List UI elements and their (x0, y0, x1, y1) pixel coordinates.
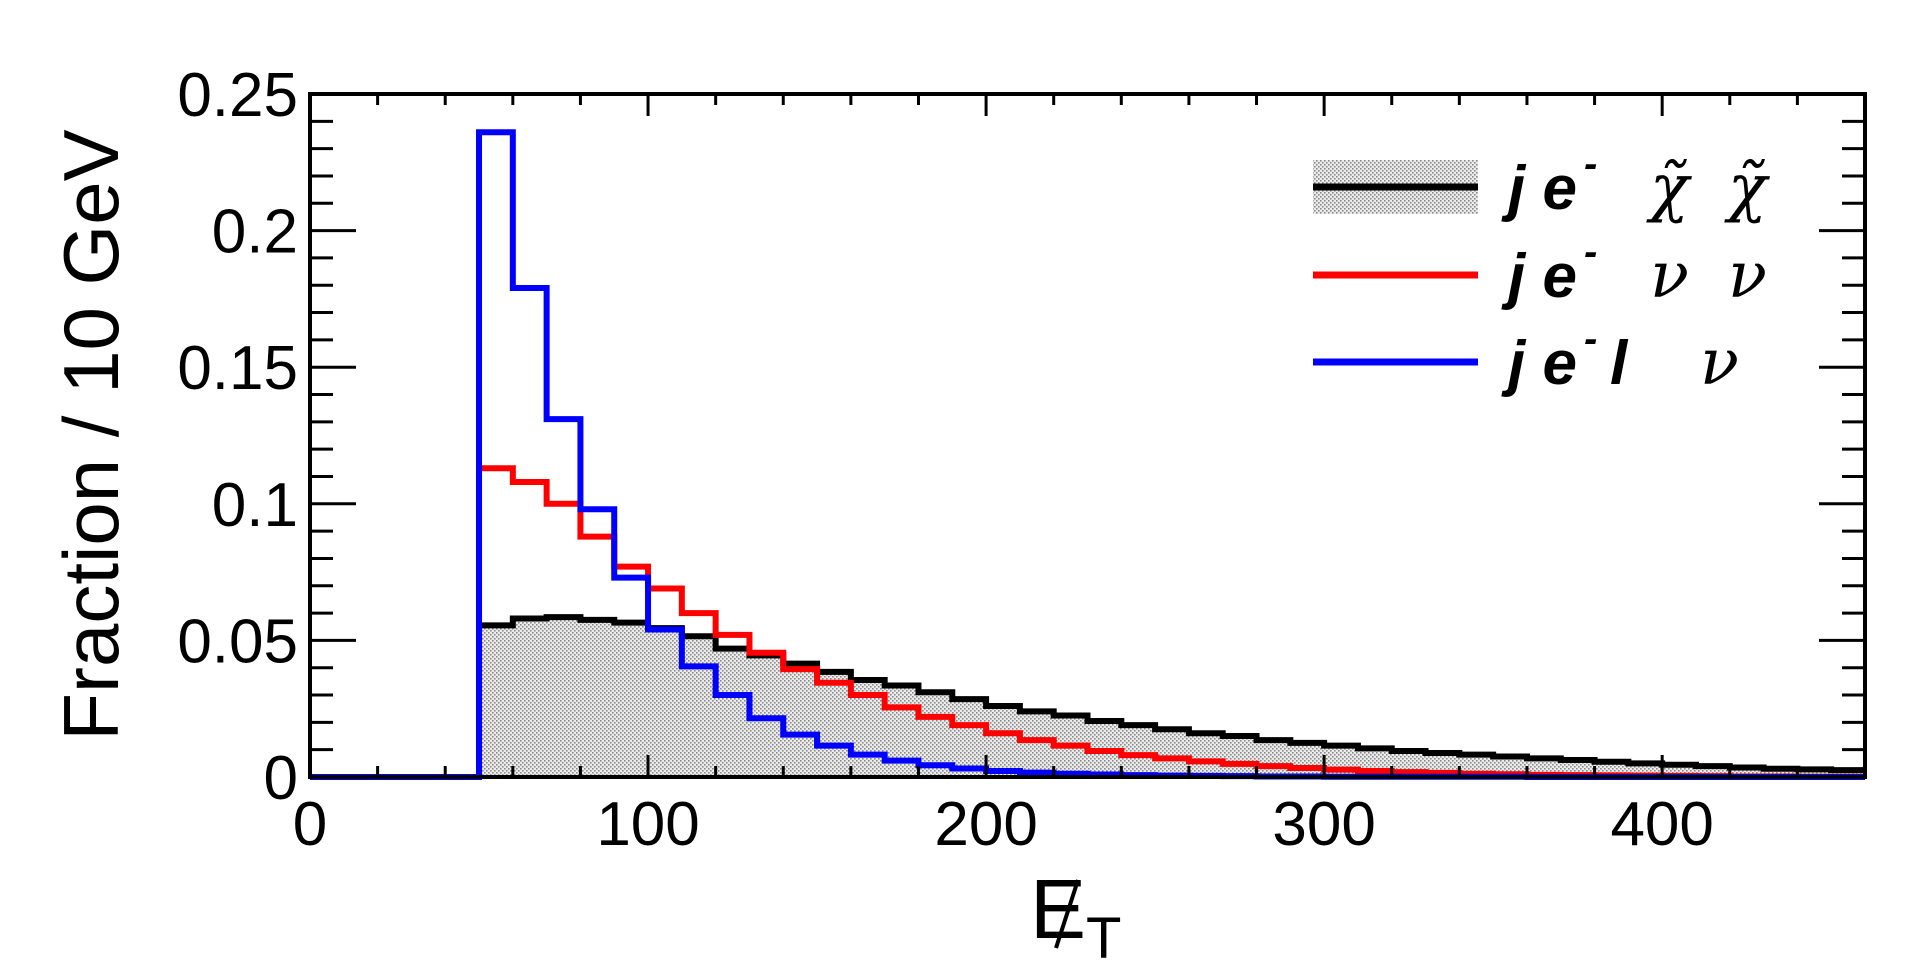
x-axis-label: ET (1030, 862, 1121, 961)
legend-label-part1: χ̃ (1646, 151, 1692, 225)
y-tick-label: 0.1 (212, 471, 298, 540)
y-tick-label: 0.2 (212, 198, 298, 267)
legend-label-part2: χ̃ (1724, 151, 1770, 225)
legend-label-sup: - (1584, 317, 1597, 361)
legend-label-part2: ν (1728, 239, 1767, 313)
legend-label-base: j e (1501, 329, 1577, 398)
plot-frame (308, 92, 1867, 779)
legend-item-lnu: j e-l ν (1313, 317, 1739, 400)
legend-label-part1: l (1610, 329, 1629, 398)
legend-label-base: j e (1501, 154, 1577, 223)
y-axis-label: Fraction / 10 GeV (47, 129, 135, 740)
legend-label-sup: - (1584, 230, 1597, 274)
x-tick-label: 200 (934, 790, 1037, 859)
x-tick-label: 0 (293, 790, 327, 859)
y-tick-label: 0.05 (177, 607, 298, 676)
x-tick-label: 400 (1610, 790, 1713, 859)
legend-label-part2: ν (1700, 326, 1739, 400)
y-tick-label: 0 (264, 744, 298, 813)
legend-label-base: j e (1501, 242, 1577, 311)
legend-item-chi: j e - χ̃ χ̃ (1313, 142, 1770, 225)
legend-label-part1: ν (1650, 239, 1689, 313)
missing-slash-icon (1054, 879, 1080, 949)
svg-text:ET: ET (1030, 862, 1121, 961)
series-chi-fill (479, 617, 1865, 777)
x-tick-label: 300 (1272, 790, 1375, 859)
y-tick-label: 0.15 (177, 334, 298, 403)
legend-label-sup: - (1584, 142, 1597, 186)
x-tick-label: 100 (596, 790, 699, 859)
x-axis-label-sub: T (1086, 906, 1121, 961)
y-tick-label: 0.25 (177, 61, 298, 130)
